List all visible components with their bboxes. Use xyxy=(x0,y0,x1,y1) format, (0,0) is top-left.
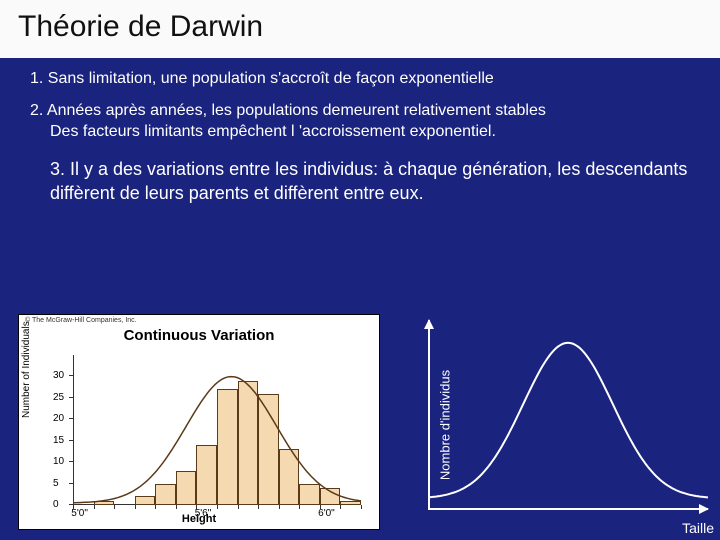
histogram-ytick: 0 xyxy=(53,499,59,510)
copyright-text: © The McGraw-Hill Companies, Inc. xyxy=(25,317,137,324)
histogram-xtick-mark xyxy=(340,505,341,509)
histogram-xtick-mark xyxy=(94,505,95,509)
point-2: 2. Années après années, les populations … xyxy=(30,100,690,143)
histogram-ytick: 5 xyxy=(53,478,59,489)
histogram-xtick-mark xyxy=(135,505,136,509)
point-2-line-1: 2. Années après années, les populations … xyxy=(30,102,546,119)
arrow-right-icon xyxy=(699,504,709,514)
point-1: 1. Sans limitation, une population s'acc… xyxy=(30,68,690,90)
charts-row: © The McGraw-Hill Companies, Inc. Contin… xyxy=(0,310,720,540)
histogram-plot-area: 0510152025305'0"5'6"6'0" xyxy=(73,353,363,505)
histogram-panel: © The McGraw-Hill Companies, Inc. Contin… xyxy=(0,310,390,540)
point-3: 3. Il y a des variations entre les indiv… xyxy=(30,157,690,206)
histogram-xtick-mark xyxy=(361,505,362,509)
histogram-ytick: 30 xyxy=(53,370,64,381)
histogram-xtick-mark xyxy=(176,505,177,509)
arrow-up-icon xyxy=(424,319,434,329)
bellcurve-plot-area xyxy=(428,320,708,510)
histogram-xtick: 5'0" xyxy=(71,508,88,519)
histogram-xtick-mark xyxy=(279,505,280,509)
point-2-line-2: Des facteurs limitants empêchent l 'accr… xyxy=(30,121,690,143)
histogram-ytick: 20 xyxy=(53,413,64,424)
histogram-ytick: 15 xyxy=(53,435,64,446)
histogram-xtick-mark xyxy=(114,505,115,509)
histogram-xtick-mark xyxy=(320,505,321,509)
bellcurve-xlabel: Taille xyxy=(682,520,714,536)
bellcurve-x-axis xyxy=(428,508,708,510)
histogram-xtick-mark xyxy=(238,505,239,509)
histogram-xtick-mark xyxy=(73,505,74,509)
histogram-xtick: 5'6" xyxy=(195,508,212,519)
histogram-xtick-mark xyxy=(196,505,197,509)
body-text: 1. Sans limitation, une population s'acc… xyxy=(0,58,720,205)
bellcurve-panel: Nombre d'individus Taille xyxy=(390,310,720,540)
histogram-xtick-mark xyxy=(217,505,218,509)
histogram-xtick-mark xyxy=(258,505,259,509)
histogram-ylabel: Number of Individuals xyxy=(21,321,32,418)
title-band: Théorie de Darwin xyxy=(0,0,720,58)
histogram-bell-overlay xyxy=(73,353,361,505)
histogram-xtick-mark xyxy=(299,505,300,509)
histogram-ytick: 10 xyxy=(53,456,64,467)
bellcurve-y-axis xyxy=(428,320,430,510)
histogram-xtick: 6'0" xyxy=(318,508,335,519)
histogram-xtick-mark xyxy=(155,505,156,509)
page-title: Théorie de Darwin xyxy=(18,10,702,44)
bellcurve-line xyxy=(428,320,708,510)
histogram-box: © The McGraw-Hill Companies, Inc. Contin… xyxy=(18,314,380,530)
histogram-title: Continuous Variation xyxy=(19,327,379,344)
histogram-ytick: 25 xyxy=(53,392,64,403)
